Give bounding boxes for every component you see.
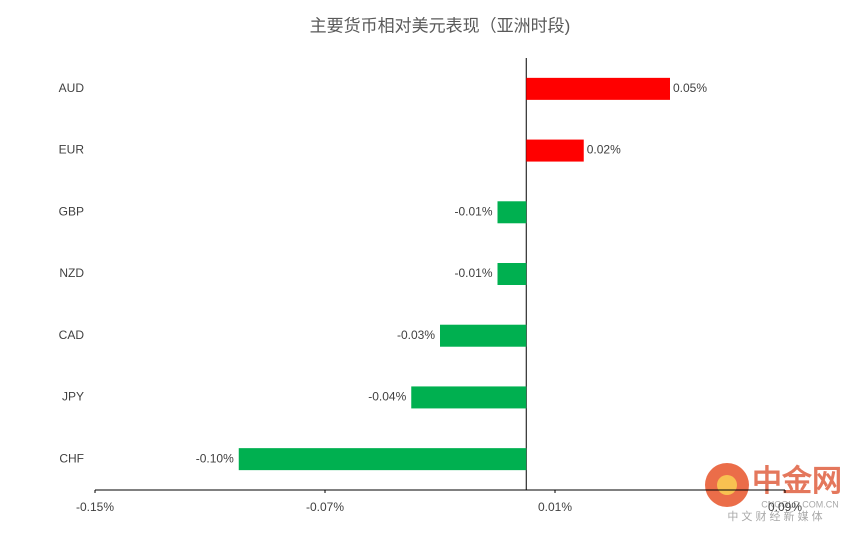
value-label: -0.10%: [196, 451, 234, 465]
bar: [411, 386, 527, 409]
value-label: -0.01%: [454, 204, 492, 218]
y-tick-label: CHF: [59, 451, 84, 465]
chart-title: 主要货币相对美元表现（亚洲时段): [310, 16, 571, 35]
x-tick-label: -0.07%: [306, 500, 344, 514]
y-tick-label: CAD: [59, 328, 85, 342]
x-tick-label: -0.15%: [76, 500, 114, 514]
y-tick-label: GBP: [59, 204, 84, 218]
value-label: 0.05%: [673, 81, 707, 95]
value-label: -0.04%: [368, 390, 406, 404]
bar: [497, 263, 527, 285]
watermark: 中金网 CNGOLD.COM.CN 中 文 财 经 新 媒 体: [705, 463, 842, 523]
value-label: -0.01%: [454, 266, 492, 280]
value-label: -0.03%: [397, 328, 435, 342]
y-tick-label: EUR: [59, 143, 85, 157]
watermark-brand: 中金网: [752, 464, 842, 498]
watermark-domain: CNGOLD.COM.CN: [761, 499, 839, 509]
y-tick-label: JPY: [62, 390, 84, 404]
bar: [526, 139, 584, 162]
bar: [238, 448, 527, 471]
bar: [526, 77, 670, 100]
y-tick-label: NZD: [59, 266, 84, 280]
watermark-logo-inner: [717, 475, 737, 495]
bar: [440, 324, 527, 347]
bar: [497, 201, 527, 224]
y-tick-label: AUD: [59, 81, 85, 95]
value-label: 0.02%: [587, 143, 621, 157]
watermark-tagline: 中 文 财 经 新 媒 体: [727, 509, 822, 523]
x-tick-label: 0.09%: [768, 500, 802, 514]
x-tick-label: 0.01%: [538, 500, 572, 514]
